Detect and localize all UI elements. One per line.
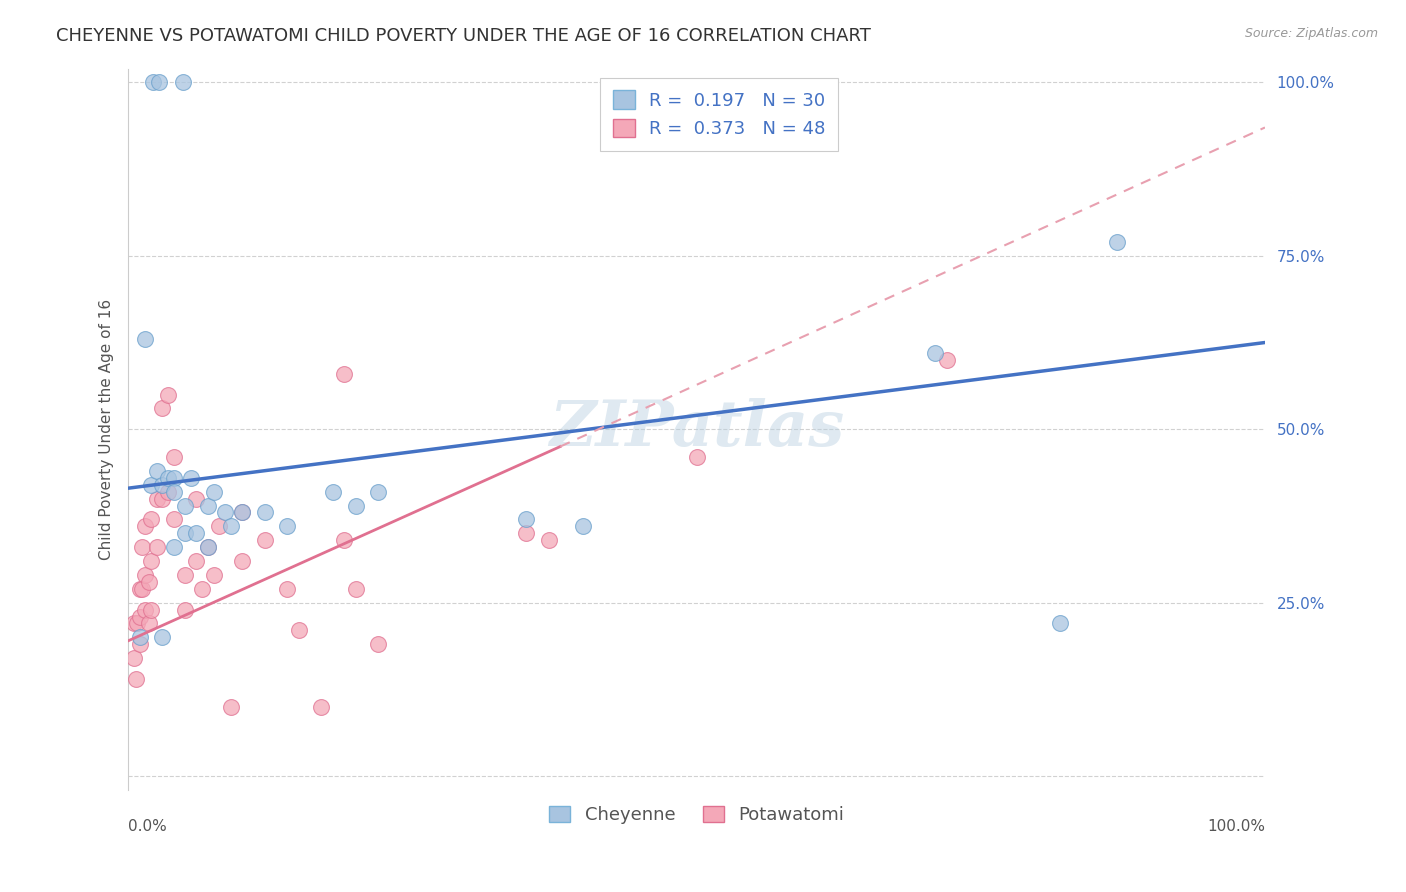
Point — [537, 533, 560, 548]
Point — [163, 484, 186, 499]
Point — [202, 567, 225, 582]
Point — [134, 332, 156, 346]
Point — [125, 672, 148, 686]
Point — [138, 574, 160, 589]
Point — [276, 519, 298, 533]
Point — [1049, 616, 1071, 631]
Point — [231, 506, 253, 520]
Point — [128, 630, 150, 644]
Text: 0.0%: 0.0% — [128, 819, 167, 834]
Point — [186, 554, 208, 568]
Point — [172, 75, 194, 89]
Point — [231, 554, 253, 568]
Point — [276, 582, 298, 596]
Point — [174, 602, 197, 616]
Point — [333, 367, 356, 381]
Point — [139, 554, 162, 568]
Point — [150, 477, 173, 491]
Point — [197, 540, 219, 554]
Point — [150, 630, 173, 644]
Point — [131, 582, 153, 596]
Point — [174, 499, 197, 513]
Point — [322, 484, 344, 499]
Point — [186, 526, 208, 541]
Point — [186, 491, 208, 506]
Point — [150, 491, 173, 506]
Point — [202, 484, 225, 499]
Point — [157, 484, 180, 499]
Point — [145, 540, 167, 554]
Point — [572, 519, 595, 533]
Point — [128, 582, 150, 596]
Point — [515, 526, 537, 541]
Point — [219, 519, 242, 533]
Point — [142, 75, 165, 89]
Point — [197, 499, 219, 513]
Text: CHEYENNE VS POTAWATOMI CHILD POVERTY UNDER THE AGE OF 16 CORRELATION CHART: CHEYENNE VS POTAWATOMI CHILD POVERTY UND… — [56, 27, 872, 45]
Text: 100.0%: 100.0% — [1206, 819, 1265, 834]
Point — [134, 602, 156, 616]
Point — [214, 506, 236, 520]
Point — [253, 506, 276, 520]
Point — [253, 533, 276, 548]
Point — [163, 540, 186, 554]
Point — [128, 637, 150, 651]
Point — [138, 616, 160, 631]
Point — [145, 464, 167, 478]
Point — [139, 512, 162, 526]
Point — [174, 526, 197, 541]
Point — [122, 616, 145, 631]
Point — [208, 519, 231, 533]
Point — [219, 699, 242, 714]
Text: ZIPatlas: ZIPatlas — [548, 399, 844, 460]
Point — [163, 471, 186, 485]
Point — [150, 401, 173, 416]
Point — [139, 602, 162, 616]
Point — [139, 477, 162, 491]
Point — [685, 450, 707, 464]
Point — [134, 519, 156, 533]
Point — [231, 506, 253, 520]
Point — [127, 616, 149, 631]
Point — [287, 624, 309, 638]
Point — [163, 512, 186, 526]
Point — [145, 491, 167, 506]
Point — [131, 540, 153, 554]
Point — [148, 75, 170, 89]
Point — [515, 512, 537, 526]
Point — [122, 651, 145, 665]
Point — [1107, 235, 1129, 249]
Y-axis label: Child Poverty Under the Age of 16: Child Poverty Under the Age of 16 — [100, 299, 114, 560]
Point — [180, 471, 202, 485]
Point — [128, 609, 150, 624]
Point — [163, 450, 186, 464]
Point — [344, 582, 367, 596]
Point — [157, 471, 180, 485]
Point — [344, 499, 367, 513]
Point — [924, 346, 946, 360]
Point — [134, 567, 156, 582]
Text: Source: ZipAtlas.com: Source: ZipAtlas.com — [1244, 27, 1378, 40]
Point — [367, 637, 389, 651]
Legend: Cheyenne, Potawatomi: Cheyenne, Potawatomi — [541, 798, 852, 831]
Point — [197, 540, 219, 554]
Point — [174, 567, 197, 582]
Point — [333, 533, 356, 548]
Point — [367, 484, 389, 499]
Point — [935, 352, 957, 367]
Point — [191, 582, 214, 596]
Point — [157, 387, 180, 401]
Point — [311, 699, 333, 714]
